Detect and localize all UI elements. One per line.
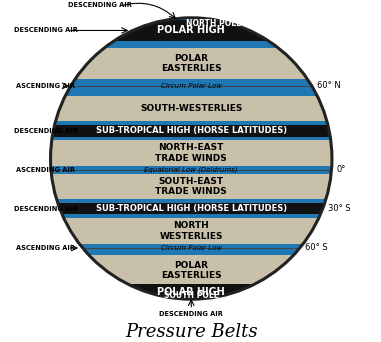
Text: NORTH
WESTERLIES: NORTH WESTERLIES <box>160 221 223 241</box>
Text: SOUTH-EAST
TRADE WINDS: SOUTH-EAST TRADE WINDS <box>155 177 227 196</box>
Bar <box>51 284 332 301</box>
Text: DESCENDING AIR: DESCENDING AIR <box>14 27 78 34</box>
Bar <box>51 174 332 199</box>
Circle shape <box>51 18 332 299</box>
Bar <box>51 20 332 41</box>
Text: NORTH POLE: NORTH POLE <box>186 19 242 28</box>
Text: ASCENDING AIR: ASCENDING AIR <box>16 167 75 173</box>
Text: DESCENDING AIR: DESCENDING AIR <box>159 311 223 317</box>
Bar <box>51 219 332 244</box>
Text: ASCENDING AIR: ASCENDING AIR <box>16 83 75 89</box>
Text: SUB-TROPICAL HIGH (HORSE LATITUDES): SUB-TROPICAL HIGH (HORSE LATITUDES) <box>96 127 287 135</box>
Text: POLAR HIGH: POLAR HIGH <box>157 287 225 297</box>
Bar <box>51 255 332 286</box>
Text: POLAR HIGH: POLAR HIGH <box>157 25 225 36</box>
Circle shape <box>51 18 332 299</box>
Text: Equatorial Low (Doldrums): Equatorial Low (Doldrums) <box>144 167 238 173</box>
Circle shape <box>51 18 332 299</box>
Text: Circum Polar Low: Circum Polar Low <box>161 83 222 89</box>
Circle shape <box>51 18 332 299</box>
Text: 0°: 0° <box>336 165 346 174</box>
Text: DESCENDING AIR: DESCENDING AIR <box>14 128 78 134</box>
Circle shape <box>51 18 332 299</box>
Text: SUB-TROPICAL HIGH (HORSE LATITUDES): SUB-TROPICAL HIGH (HORSE LATITUDES) <box>96 204 287 213</box>
Text: 60° N: 60° N <box>317 81 341 90</box>
Text: 30° S: 30° S <box>328 204 350 213</box>
Text: ASCENDING AIR: ASCENDING AIR <box>16 245 75 251</box>
Circle shape <box>51 18 332 299</box>
Text: SOUTH-WESTERLIES: SOUTH-WESTERLIES <box>140 104 242 113</box>
Text: POLAR
EASTERLIES: POLAR EASTERLIES <box>161 54 222 73</box>
Text: POLAR
EASTERLIES: POLAR EASTERLIES <box>161 261 222 280</box>
Bar <box>51 125 332 136</box>
Circle shape <box>51 18 332 299</box>
Text: SOUTH POLE: SOUTH POLE <box>164 291 219 300</box>
Text: DESCENDING AIR: DESCENDING AIR <box>68 2 131 8</box>
Bar <box>51 96 332 121</box>
Text: 60° S: 60° S <box>305 244 327 252</box>
Circle shape <box>51 18 332 299</box>
Text: Pressure Belts: Pressure Belts <box>125 323 258 341</box>
Text: DESCENDING AIR: DESCENDING AIR <box>14 206 78 212</box>
Bar <box>51 203 332 214</box>
Text: NORTH-EAST
TRADE WINDS: NORTH-EAST TRADE WINDS <box>155 143 227 162</box>
Bar <box>51 140 332 166</box>
Text: Circum Polar Low: Circum Polar Low <box>161 245 222 251</box>
Circle shape <box>51 18 332 299</box>
Bar <box>51 48 332 79</box>
Circle shape <box>51 18 332 299</box>
Circle shape <box>51 18 332 299</box>
